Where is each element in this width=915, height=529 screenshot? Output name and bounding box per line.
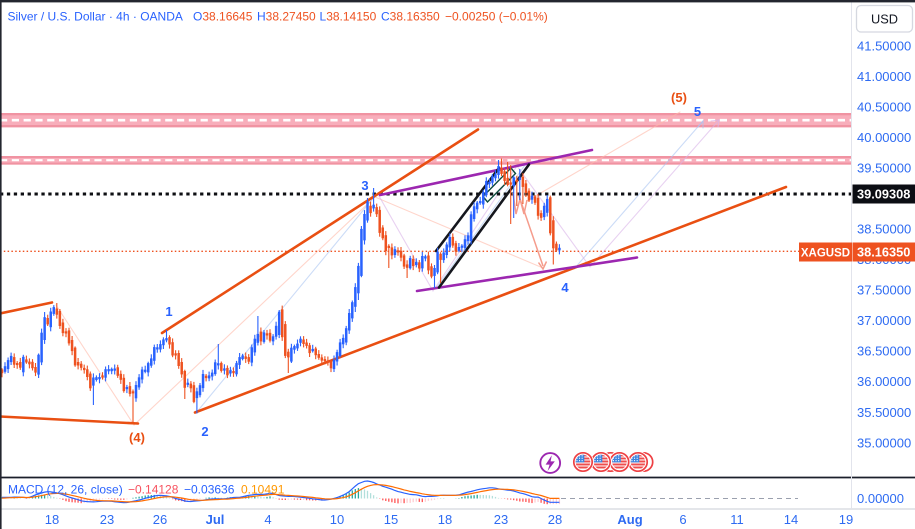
svg-text:Aug: Aug [617, 512, 642, 527]
svg-text:USD: USD [871, 11, 898, 26]
svg-text:2: 2 [201, 424, 208, 439]
svg-text:37.00000: 37.00000 [857, 313, 911, 328]
svg-text:C38.16350: C38.16350 [381, 10, 440, 24]
svg-text:23: 23 [494, 512, 508, 527]
svg-text:39.09308: 39.09308 [857, 187, 910, 202]
svg-text:6: 6 [679, 512, 686, 527]
svg-text:(4): (4) [129, 430, 145, 445]
svg-text:38.50000: 38.50000 [857, 222, 911, 237]
svg-text:28: 28 [548, 512, 562, 527]
svg-text:Silver / U.S. Dollar · 4h · OA: Silver / U.S. Dollar · 4h · OANDA [8, 10, 183, 24]
svg-text:−0.14128: −0.14128 [128, 483, 179, 497]
svg-text:Jul: Jul [206, 512, 225, 527]
svg-text:18: 18 [45, 512, 59, 527]
svg-text:35.00000: 35.00000 [857, 435, 911, 450]
svg-text:5: 5 [694, 104, 701, 119]
svg-text:38.16350: 38.16350 [857, 245, 910, 260]
svg-text:10: 10 [330, 512, 344, 527]
svg-text:36.50000: 36.50000 [857, 344, 911, 359]
svg-text:41.50000: 41.50000 [857, 38, 911, 53]
svg-text:4: 4 [264, 512, 271, 527]
svg-text:MACD (12, 26, close): MACD (12, 26, close) [8, 483, 123, 497]
svg-text:0.10491: 0.10491 [241, 483, 285, 497]
svg-text:15: 15 [384, 512, 398, 527]
svg-text:−0.03636: −0.03636 [184, 483, 235, 497]
svg-text:XAGUSD: XAGUSD [801, 247, 850, 259]
svg-text:40.50000: 40.50000 [857, 99, 911, 114]
svg-text:41.00000: 41.00000 [857, 69, 911, 84]
svg-text:11: 11 [730, 512, 744, 527]
svg-text:H38.27450: H38.27450 [257, 10, 316, 24]
svg-text:40.00000: 40.00000 [857, 130, 911, 145]
svg-text:35.50000: 35.50000 [857, 405, 911, 420]
svg-text:23: 23 [100, 512, 114, 527]
svg-text:L38.14150: L38.14150 [320, 10, 377, 24]
svg-text:26: 26 [153, 512, 167, 527]
svg-text:37.50000: 37.50000 [857, 283, 911, 298]
svg-text:18: 18 [438, 512, 452, 527]
svg-text:3: 3 [361, 178, 368, 193]
svg-text:39.50000: 39.50000 [857, 161, 911, 176]
svg-text:−0.00250 (−0.01%): −0.00250 (−0.01%) [445, 10, 548, 24]
svg-text:36.00000: 36.00000 [857, 374, 911, 389]
svg-text:(5): (5) [671, 90, 687, 105]
svg-text:4: 4 [561, 280, 569, 295]
svg-text:O38.16645: O38.16645 [193, 10, 253, 24]
svg-text:19: 19 [839, 512, 853, 527]
svg-text:14: 14 [784, 512, 798, 527]
svg-text:0.00000: 0.00000 [857, 491, 904, 506]
svg-text:1: 1 [165, 304, 172, 319]
